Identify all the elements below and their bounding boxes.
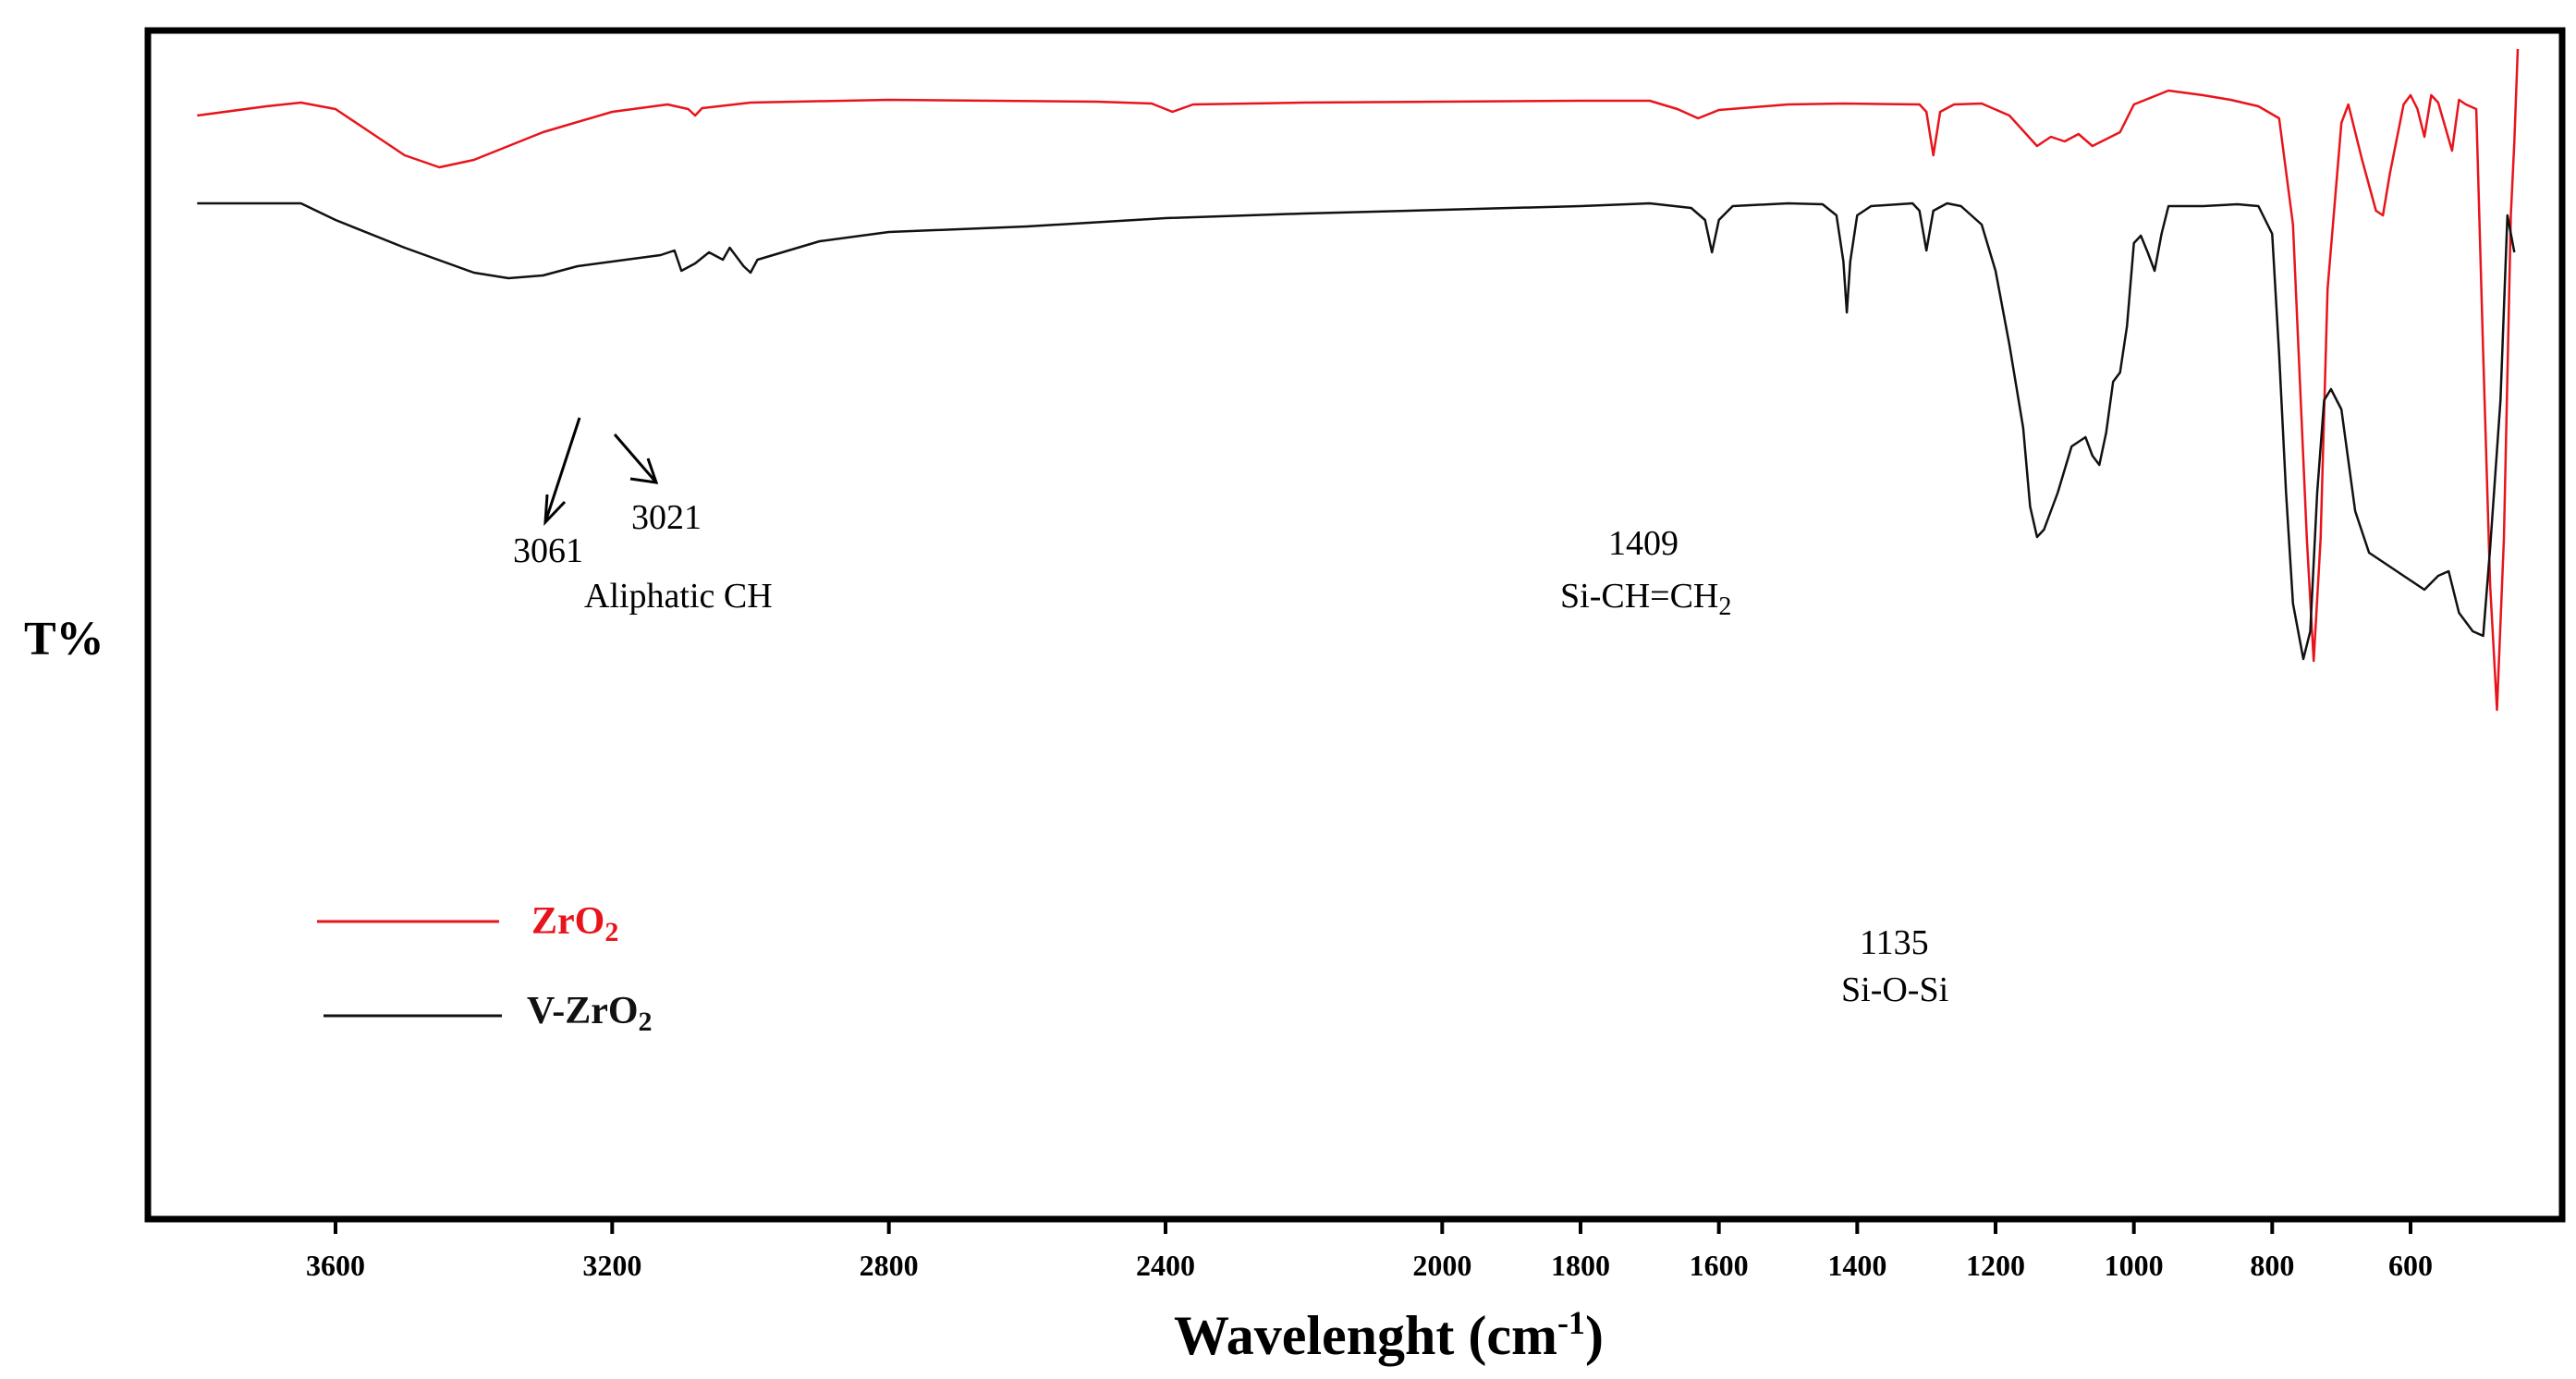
x-tick-label: 2400 [1136, 1249, 1195, 1282]
x-axis-label: Wavelenght (cm-1) [1174, 1304, 1604, 1366]
annotation-3021: 3021 [631, 498, 702, 537]
legend-label-zro2-sub: 2 [604, 917, 618, 947]
legend-label-v-zro2-sub: 2 [639, 1007, 653, 1037]
legend-label-zro2-main: ZrO [531, 900, 604, 943]
x-tick-label: 2800 [860, 1249, 919, 1282]
series-group [197, 48, 2520, 712]
annotation-3061: 3061 [513, 531, 583, 570]
arrow-3021 [613, 433, 659, 484]
x-tick-label: 800 [2250, 1249, 2294, 1282]
x-axis-ticks: 3600 3200 2800 2400 2000 1800 1600 1400 1200 1000… [306, 1219, 2433, 1282]
y-axis-label: T% [24, 613, 104, 665]
x-axis-label-close: ) [1585, 1305, 1604, 1366]
series-line-zro2 [197, 48, 2520, 712]
annotation-si-vinyl-sub: 2 [1718, 592, 1731, 621]
plot-frame [144, 27, 2566, 1223]
x-tick-label: 1400 [1827, 1249, 1886, 1282]
annotation-aliphatic-ch: Aliphatic CH [584, 577, 773, 616]
annotation-si-vinyl: Si-CH=CH2 [1560, 577, 1731, 621]
annotation-1409: 1409 [1608, 524, 1679, 563]
legend-label-v-zro2-main: V-ZrO [527, 990, 639, 1032]
x-tick-label: 1600 [1690, 1249, 1749, 1282]
legend-label-v-zro2: V-ZrO2 [527, 990, 653, 1037]
annotation-si-vinyl-main: Si-CH=CH [1560, 577, 1718, 616]
x-tick-label: 1800 [1551, 1249, 1610, 1282]
annotations: 3061 3021 Aliphatic CH 1409 Si-CH=CH2 11… [513, 417, 1948, 1009]
x-axis-label-sup: -1 [1557, 1304, 1585, 1341]
arrow-3061 [543, 417, 581, 527]
x-tick-label: 2000 [1412, 1249, 1471, 1282]
series-line-v-zro2 [197, 201, 2516, 661]
x-tick-label: 1200 [1966, 1249, 2025, 1282]
annotation-1135: 1135 [1860, 923, 1929, 962]
x-tick-label: 1000 [2105, 1249, 2164, 1282]
legend-label-zro2: ZrO2 [531, 900, 618, 947]
x-tick-label: 3600 [306, 1249, 365, 1282]
x-tick-label: 3200 [582, 1249, 641, 1282]
legend: ZrO2 V-ZrO2 [317, 900, 653, 1037]
x-tick-label: 600 [2388, 1249, 2433, 1282]
annotation-si-o-si: Si-O-Si [1841, 970, 1948, 1009]
x-axis-label-main: Wavelenght (cm [1174, 1305, 1557, 1366]
